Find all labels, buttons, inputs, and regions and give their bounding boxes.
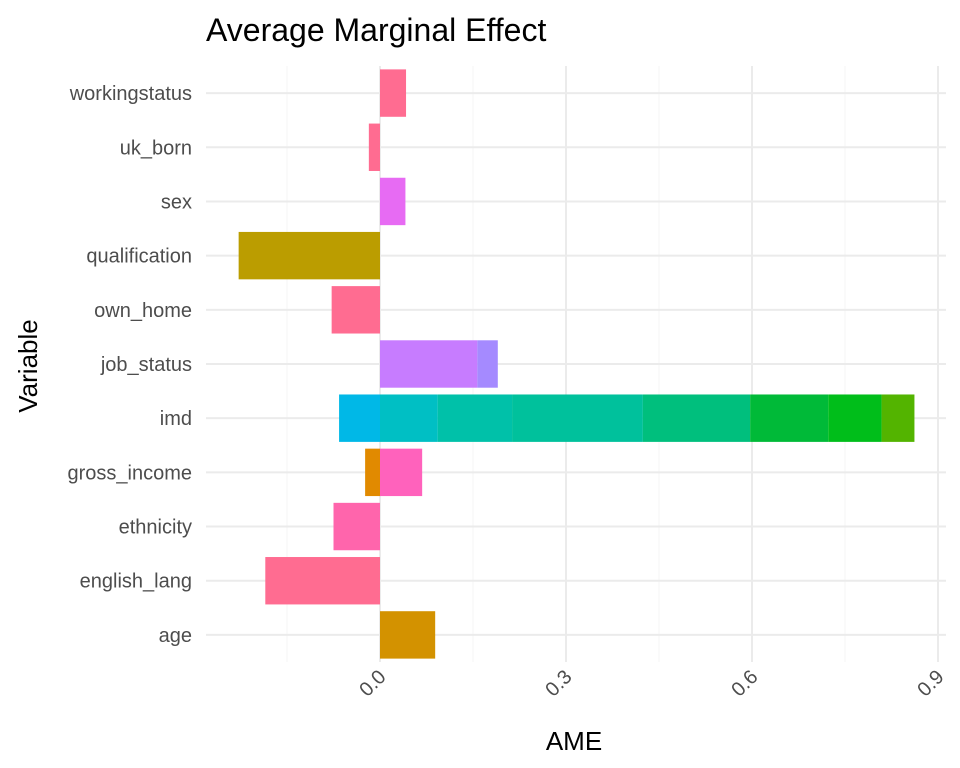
bar-imd [828, 394, 882, 442]
bar-own-home [331, 286, 380, 334]
chart-title: Average Marginal Effect [206, 12, 546, 48]
bar-workingstatus [380, 69, 407, 117]
bar-gross-income [380, 448, 423, 497]
bar-imd [512, 394, 643, 442]
y-tick-label: workingstatus [69, 83, 192, 105]
y-tick-label: ethnicity [119, 517, 192, 539]
bar-imd [881, 394, 915, 442]
y-tick-label: qualification [86, 246, 192, 268]
y-tick-label: own_home [94, 300, 192, 322]
y-tick-label: english_lang [80, 571, 192, 593]
x-axis-tick-labels: 0.0 0.3 0.6 0.9 [355, 666, 948, 701]
y-axis-title: Variable [13, 319, 43, 412]
bar-job-status [380, 340, 478, 388]
x-tick-label: 0.3 [541, 666, 576, 701]
x-tick-label: 0.0 [355, 666, 390, 701]
bar-imd [380, 394, 438, 442]
bar-qualification [238, 231, 380, 280]
y-tick-label: age [159, 625, 192, 647]
x-axis-title: AME [546, 726, 602, 756]
bar-imd [437, 394, 513, 442]
bar-sex [380, 177, 406, 226]
bar-english-lang [265, 557, 380, 605]
bar-imd [339, 394, 380, 442]
bar-ethnicity [333, 502, 380, 551]
x-tick-label: 0.6 [727, 666, 762, 701]
y-tick-label: job_status [100, 354, 192, 376]
bar-gross-income [365, 448, 380, 497]
bar-job-status [477, 340, 498, 388]
y-tick-label: sex [161, 191, 192, 213]
y-tick-label: imd [160, 408, 192, 430]
bar-uk-born [368, 123, 380, 171]
bar-imd [642, 394, 751, 442]
bar-layer [238, 69, 915, 659]
y-tick-label: gross_income [67, 462, 192, 484]
x-tick-label: 0.9 [913, 666, 948, 701]
y-tick-label: uk_born [120, 137, 192, 159]
bar-age [380, 611, 436, 659]
bar-imd [750, 394, 829, 442]
